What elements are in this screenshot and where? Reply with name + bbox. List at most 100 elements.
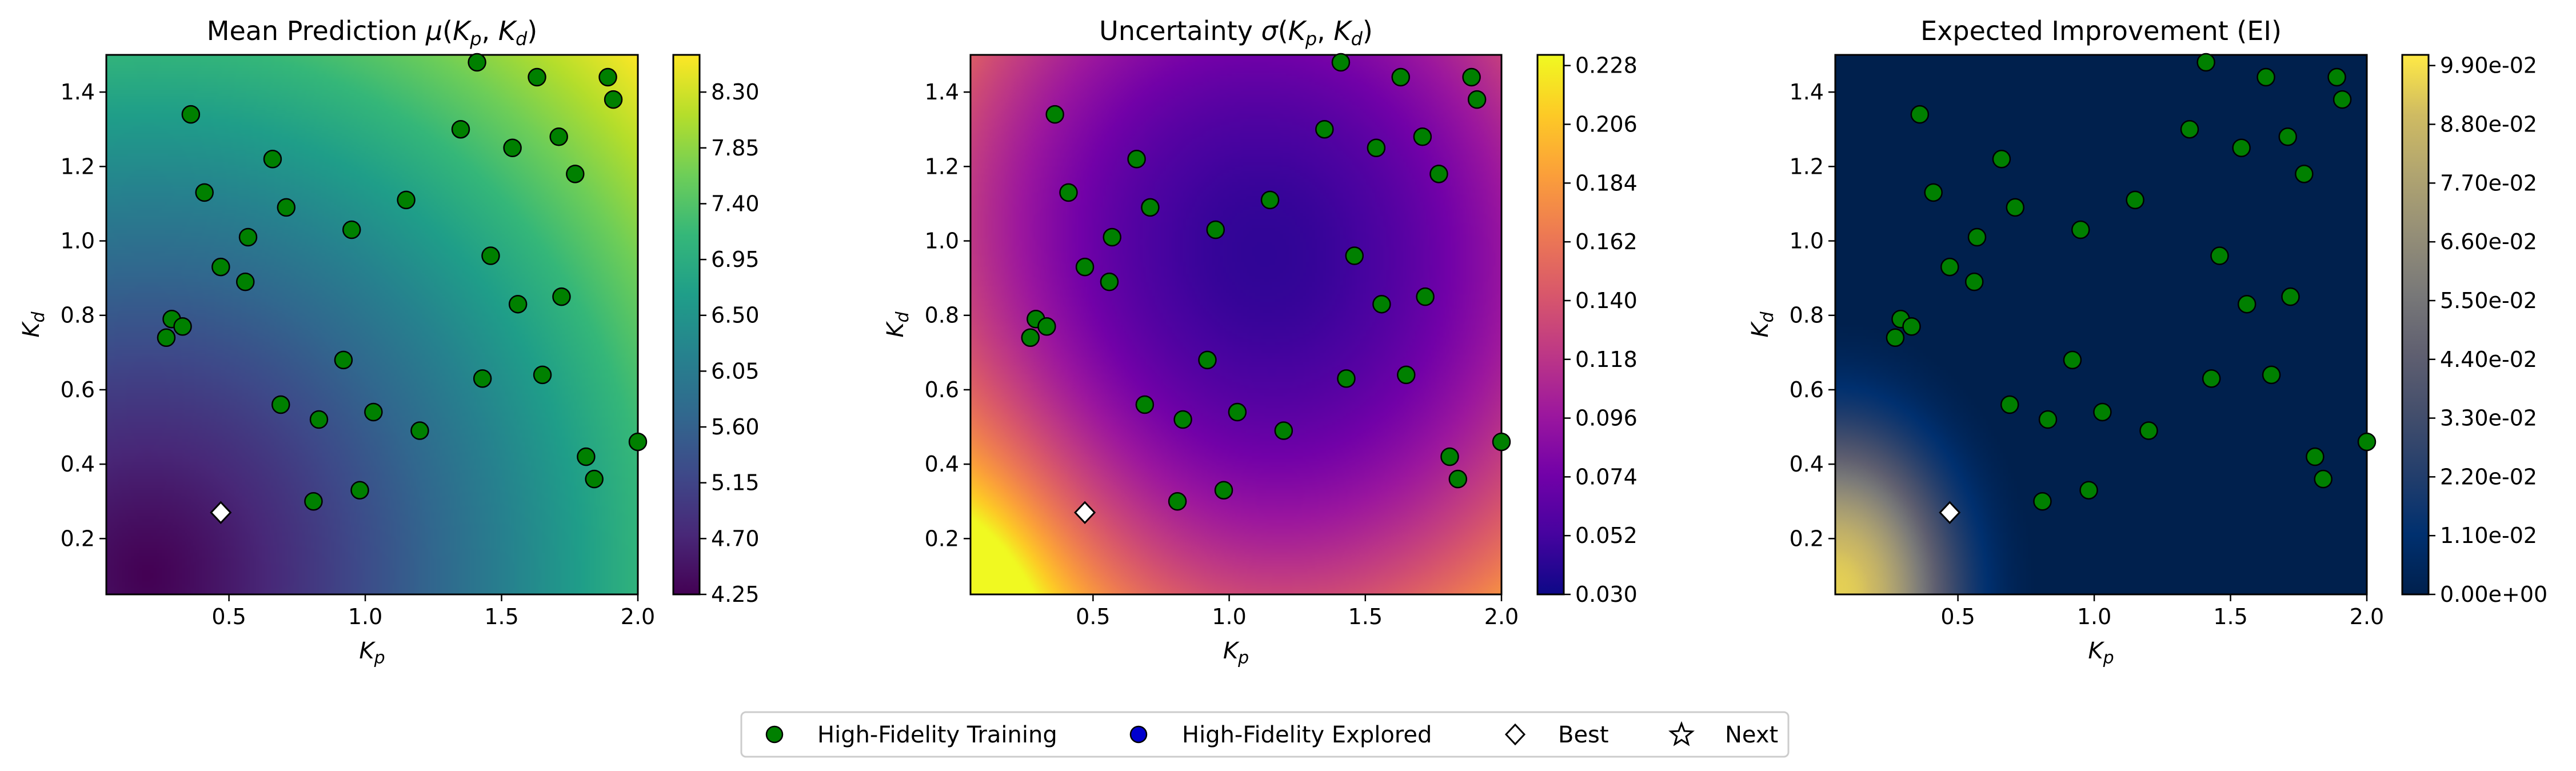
best-point: [1074, 501, 1096, 524]
training-point: [334, 350, 353, 370]
training-point: [1135, 395, 1155, 414]
training-point: [1416, 287, 1435, 306]
y-tick-label: 0.8: [61, 303, 95, 328]
training-point: [2281, 287, 2300, 306]
y-tick-label: 1.0: [61, 229, 95, 254]
training-point: [2357, 432, 2377, 452]
legend-label-training: High-Fidelity Training: [817, 722, 1057, 748]
training-point: [1940, 257, 1959, 277]
x-axis-label: Kp: [359, 638, 385, 668]
training-point: [350, 481, 369, 500]
training-point: [2038, 410, 2058, 429]
colorbar-tick-label: 0.228: [1575, 53, 1638, 78]
y-tick-label: 0.2: [1790, 526, 1824, 551]
x-axis-label: Kp: [1223, 638, 1249, 668]
x-tick-label: 1.0: [2077, 604, 2111, 629]
training-point: [2262, 365, 2281, 385]
colorbar-tick-label: 7.40: [711, 191, 760, 216]
training-point: [1886, 328, 1905, 347]
colorbar: [672, 54, 701, 596]
training-point: [1413, 127, 1432, 146]
training-point: [2327, 67, 2346, 87]
training-point: [2079, 481, 2098, 500]
training-point: [585, 469, 604, 489]
training-point: [1075, 257, 1095, 277]
training-point: [503, 138, 522, 158]
colorbar-tick-label: 1.10e-02: [2440, 523, 2537, 548]
panel-title: Mean Prediction μ(Kp, Kd): [207, 15, 538, 50]
training-point: [1448, 469, 1468, 489]
x-axis-label: Kp: [2088, 638, 2114, 668]
colorbar: [2401, 54, 2430, 596]
training-point: [1467, 90, 1487, 109]
training-point: [566, 165, 585, 183]
y-tick-label: 0.6: [925, 377, 959, 402]
y-tick-label: 1.2: [1790, 154, 1824, 179]
best-point: [1939, 501, 1961, 524]
training-point: [481, 246, 500, 265]
training-point: [271, 395, 290, 414]
training-point: [235, 272, 255, 291]
colorbar-tick-label: 0.206: [1575, 112, 1638, 137]
training-point: [598, 67, 617, 87]
training-point: [1910, 105, 1930, 124]
training-point: [2237, 294, 2257, 314]
legend-label-explored: High-Fidelity Explored: [1182, 722, 1432, 748]
training-point: [1372, 294, 1391, 314]
legend-marker-next: [1668, 721, 1695, 746]
training-point: [1274, 421, 1293, 440]
training-point: [1173, 410, 1192, 429]
training-point: [473, 369, 492, 388]
training-point: [1103, 227, 1121, 247]
colorbar-tick-label: 0.184: [1575, 170, 1638, 195]
panel-title: Expected Improvement (EI): [1920, 15, 2282, 46]
axes-frame: [1834, 54, 2368, 596]
training-point: [1141, 198, 1160, 217]
y-tick-label: 0.8: [1790, 303, 1824, 328]
heatmap-image: [106, 55, 638, 594]
y-tick-label: 1.4: [61, 79, 95, 105]
legend-marker-training: [765, 725, 784, 744]
training-point: [2196, 53, 2215, 72]
legend-label-next: Next: [1725, 722, 1778, 748]
training-point: [1967, 227, 1987, 247]
training-point: [2278, 127, 2297, 146]
colorbar-tick-label: 6.50: [711, 303, 760, 328]
x-tick-label: 1.5: [2213, 604, 2247, 629]
y-tick-label: 1.4: [925, 79, 959, 105]
colorbar-tick-label: 5.60: [711, 414, 760, 440]
colorbar-tick-label: 3.30e-02: [2440, 406, 2537, 431]
y-tick-label: 0.8: [925, 303, 959, 328]
training-point: [304, 492, 323, 511]
training-point: [1315, 119, 1334, 139]
training-point: [2202, 369, 2221, 388]
panels-container: Mean Prediction μ(Kp, Kd) 0.5 1.0 1.5 2.0 0.2…: [18, 15, 2547, 668]
training-point: [2295, 165, 2314, 183]
training-point: [2314, 469, 2333, 489]
colorbar-tick-label: 6.95: [711, 247, 760, 272]
training-point: [410, 421, 429, 440]
training-point: [1429, 165, 1448, 183]
y-tick-label: 1.0: [925, 229, 959, 254]
training-point: [1440, 447, 1459, 466]
training-point: [2006, 198, 2025, 217]
training-point: [1045, 105, 1064, 124]
best-point: [210, 501, 232, 524]
x-tick-label: 1.5: [484, 604, 518, 629]
y-tick-label: 1.2: [61, 154, 95, 179]
training-point: [1345, 246, 1364, 265]
y-axis-label: Kd: [882, 311, 913, 337]
training-point: [1037, 317, 1056, 336]
y-tick-label: 0.4: [925, 452, 959, 477]
training-point: [1902, 317, 1921, 336]
training-point: [1331, 53, 1351, 72]
x-tick-label: 0.5: [1076, 604, 1110, 629]
y-tick-label: 0.6: [61, 377, 95, 402]
y-tick-label: 1.0: [1790, 229, 1824, 254]
colorbar-tick-label: 4.25: [711, 582, 760, 607]
training-point: [2210, 246, 2229, 265]
colorbar-tick-label: 2.20e-02: [2440, 464, 2537, 489]
x-tick-label: 1.5: [1348, 604, 1383, 629]
training-point: [309, 410, 329, 429]
